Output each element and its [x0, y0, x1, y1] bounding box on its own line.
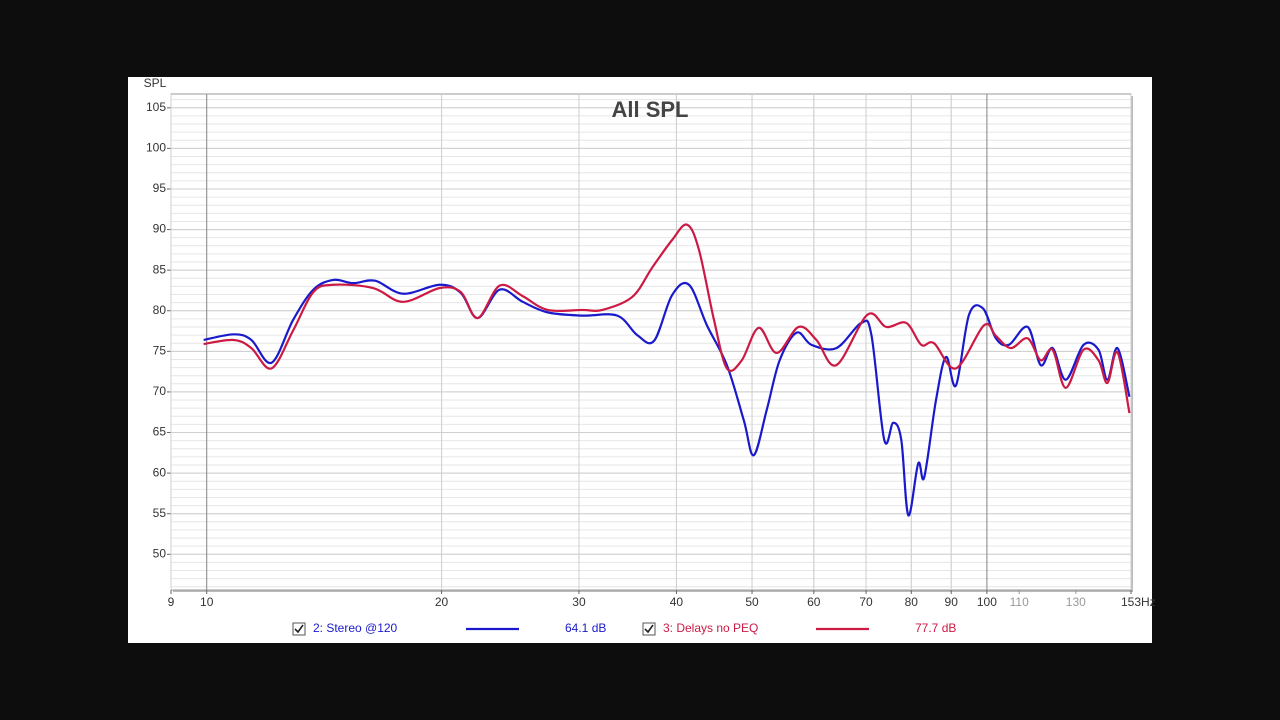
legend-checkmark: [294, 624, 304, 634]
legend-checkbox[interactable]: [292, 622, 306, 636]
x-tick-label: 153: [1121, 595, 1141, 609]
chart-title: All SPL: [611, 97, 688, 122]
x-tick-label: 80: [905, 595, 919, 609]
x-tick-label: 90: [945, 595, 959, 609]
y-tick-label: 100: [146, 141, 166, 155]
y-tick-label: 85: [153, 262, 167, 276]
series-line: [203, 278, 1131, 517]
y-tick-label: 60: [153, 465, 167, 479]
x-tick-label: 20: [435, 595, 449, 609]
legend-label[interactable]: 3: Delays no PEQ: [663, 621, 758, 635]
x-tick-label: 30: [572, 595, 586, 609]
legend: 2: Stereo @120 64.1 dB 3: Delays no PEQ 77.…: [292, 621, 956, 636]
legend-level: 64.1 dB: [565, 621, 606, 635]
series-line: [203, 223, 1131, 414]
y-tick-label: 80: [153, 303, 167, 317]
x-axis-unit: Hz: [1141, 595, 1156, 609]
grid: 50 55 60 65 70 75 80 85 90 95 100 105 9 10 20 30 40 50 60 7…: [146, 94, 1156, 609]
legend-label[interactable]: 2: Stereo @120: [313, 621, 398, 635]
x-tick-label: 10: [200, 595, 214, 609]
legend-checkmark: [644, 624, 654, 634]
x-tick-label: 9: [168, 595, 175, 609]
x-tick-label: 60: [807, 595, 821, 609]
y-tick-label: 70: [153, 384, 167, 398]
x-tick-label: 50: [745, 595, 759, 609]
legend-level: 77.7 dB: [915, 621, 956, 635]
y-tick-label: 95: [153, 181, 167, 195]
x-tick-label: 70: [859, 595, 873, 609]
x-tick-label: 110: [1010, 595, 1029, 609]
legend-checkbox[interactable]: [642, 622, 656, 636]
y-tick-label: 55: [153, 506, 167, 520]
y-axis-label: SPL: [144, 76, 167, 90]
x-tick-label: 100: [977, 595, 997, 609]
y-tick-label: 50: [153, 546, 167, 560]
lines: [203, 223, 1131, 517]
x-tick-label: 40: [670, 595, 684, 609]
y-tick-label: 65: [153, 425, 167, 439]
y-tick-label: 90: [153, 222, 167, 236]
x-tick-label: 130: [1066, 595, 1086, 609]
y-tick-label: 75: [153, 344, 167, 358]
y-tick-label: 105: [146, 100, 166, 114]
